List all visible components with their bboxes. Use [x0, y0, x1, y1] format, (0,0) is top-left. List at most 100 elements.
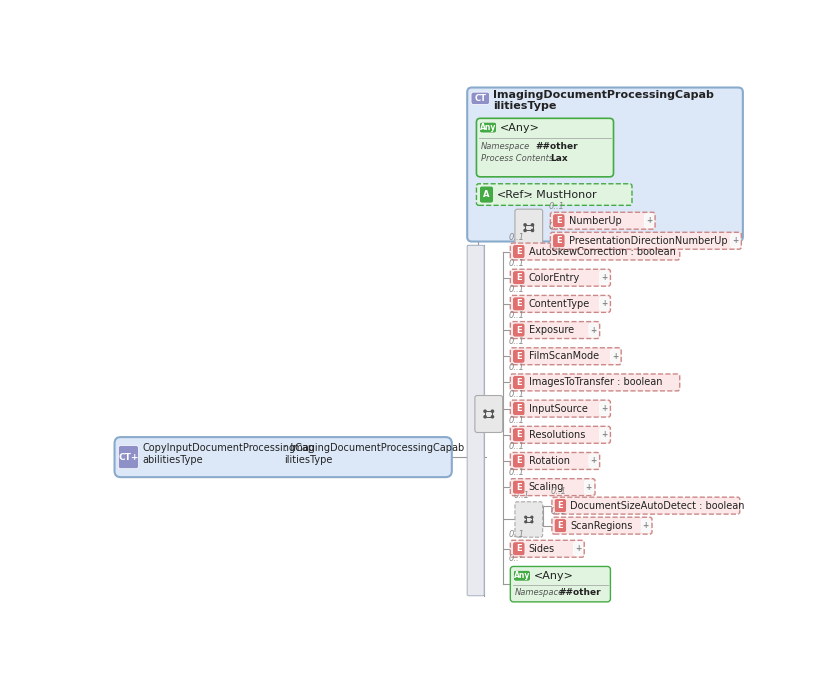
FancyBboxPatch shape: [118, 445, 138, 468]
Text: ilitiesType: ilitiesType: [494, 101, 556, 111]
FancyBboxPatch shape: [600, 428, 609, 442]
Text: 0..*: 0..*: [509, 555, 524, 563]
Text: PresentationDirectionNumberUp: PresentationDirectionNumberUp: [569, 236, 727, 245]
Circle shape: [525, 521, 526, 523]
Text: +: +: [575, 544, 582, 553]
FancyBboxPatch shape: [510, 348, 621, 365]
Text: ilitiesType: ilitiesType: [284, 455, 333, 465]
Text: E: E: [516, 544, 521, 553]
Circle shape: [531, 521, 533, 523]
Text: 0..1: 0..1: [514, 492, 530, 500]
FancyBboxPatch shape: [610, 349, 619, 363]
FancyBboxPatch shape: [600, 401, 609, 416]
FancyBboxPatch shape: [515, 502, 543, 537]
FancyBboxPatch shape: [510, 296, 610, 313]
Text: Resolutions: Resolutions: [529, 430, 585, 440]
Text: ##other: ##other: [558, 588, 601, 597]
Text: +: +: [590, 456, 597, 466]
Text: Rotation: Rotation: [529, 456, 570, 466]
Text: <Any>: <Any>: [499, 123, 540, 133]
FancyBboxPatch shape: [510, 269, 610, 286]
FancyBboxPatch shape: [553, 234, 565, 247]
Text: Sides: Sides: [529, 544, 555, 554]
FancyBboxPatch shape: [553, 214, 565, 228]
FancyBboxPatch shape: [641, 519, 650, 533]
FancyBboxPatch shape: [552, 517, 652, 534]
Text: 0..1: 0..1: [509, 363, 525, 372]
Text: 0..1: 0..1: [509, 337, 525, 346]
Text: ImagingDocumentProcessingCapab: ImagingDocumentProcessingCapab: [494, 90, 714, 100]
Text: <Ref>: <Ref>: [496, 190, 533, 199]
FancyBboxPatch shape: [471, 92, 489, 104]
Text: E: E: [516, 273, 521, 282]
FancyBboxPatch shape: [600, 271, 609, 285]
Text: Process Contents: Process Contents: [481, 154, 553, 163]
Text: +: +: [612, 352, 618, 361]
Text: +: +: [590, 325, 597, 334]
FancyBboxPatch shape: [552, 497, 740, 514]
Text: E: E: [557, 521, 563, 530]
Circle shape: [531, 516, 533, 518]
FancyBboxPatch shape: [513, 454, 525, 468]
FancyBboxPatch shape: [513, 271, 525, 285]
Text: CT+: CT+: [118, 453, 138, 462]
FancyBboxPatch shape: [510, 243, 680, 260]
Circle shape: [491, 410, 494, 412]
FancyBboxPatch shape: [115, 437, 452, 477]
Text: +: +: [601, 431, 608, 439]
FancyBboxPatch shape: [515, 210, 543, 246]
Text: abilitiesType: abilitiesType: [142, 455, 203, 465]
FancyBboxPatch shape: [477, 184, 632, 205]
FancyBboxPatch shape: [513, 323, 525, 337]
Text: : MustHonor: : MustHonor: [529, 190, 597, 199]
FancyBboxPatch shape: [510, 479, 595, 496]
Text: E: E: [516, 404, 521, 413]
Text: 0..1: 0..1: [551, 506, 566, 516]
Text: E: E: [516, 352, 521, 361]
Text: E: E: [557, 501, 563, 510]
FancyBboxPatch shape: [510, 374, 680, 391]
Circle shape: [484, 410, 486, 412]
Text: ScanRegions: ScanRegions: [571, 521, 633, 531]
Text: Namespace: Namespace: [481, 142, 530, 151]
Text: E: E: [516, 378, 521, 387]
FancyBboxPatch shape: [510, 566, 610, 602]
FancyBboxPatch shape: [513, 376, 525, 389]
FancyBboxPatch shape: [600, 297, 609, 311]
Text: +: +: [732, 236, 738, 245]
FancyBboxPatch shape: [513, 297, 525, 311]
Text: +: +: [601, 404, 608, 413]
FancyBboxPatch shape: [479, 186, 494, 203]
FancyBboxPatch shape: [573, 542, 582, 556]
FancyBboxPatch shape: [513, 401, 525, 416]
Text: E: E: [516, 483, 521, 492]
FancyBboxPatch shape: [510, 321, 600, 338]
FancyBboxPatch shape: [510, 540, 584, 557]
Text: ColorEntry: ColorEntry: [529, 273, 580, 283]
FancyBboxPatch shape: [513, 349, 525, 363]
Text: : ImagingDocumentProcessingCapab: : ImagingDocumentProcessingCapab: [284, 443, 464, 453]
Text: 0..1: 0..1: [509, 311, 525, 320]
Circle shape: [491, 416, 494, 418]
Circle shape: [525, 516, 526, 518]
Circle shape: [524, 229, 526, 232]
Text: Any: Any: [514, 571, 530, 580]
Text: E: E: [516, 431, 521, 439]
Text: Scaling: Scaling: [529, 482, 564, 492]
Text: 0..1: 0..1: [509, 530, 525, 539]
Text: 0..1: 0..1: [551, 487, 566, 496]
Text: E: E: [516, 456, 521, 466]
FancyBboxPatch shape: [554, 519, 566, 533]
FancyBboxPatch shape: [513, 480, 525, 494]
Text: +: +: [586, 483, 592, 492]
Text: DocumentSizeAutoDetect : boolean: DocumentSizeAutoDetect : boolean: [571, 500, 745, 511]
FancyBboxPatch shape: [468, 87, 742, 241]
Text: 0..1: 0..1: [509, 390, 525, 399]
Circle shape: [531, 229, 534, 232]
Text: ImagesToTransfer : boolean: ImagesToTransfer : boolean: [529, 378, 662, 387]
Text: 0..1: 0..1: [509, 442, 525, 451]
Text: InputSource: InputSource: [529, 403, 587, 414]
Circle shape: [484, 416, 486, 418]
Text: Exposure: Exposure: [529, 325, 574, 335]
Text: Namespace: Namespace: [515, 588, 564, 597]
